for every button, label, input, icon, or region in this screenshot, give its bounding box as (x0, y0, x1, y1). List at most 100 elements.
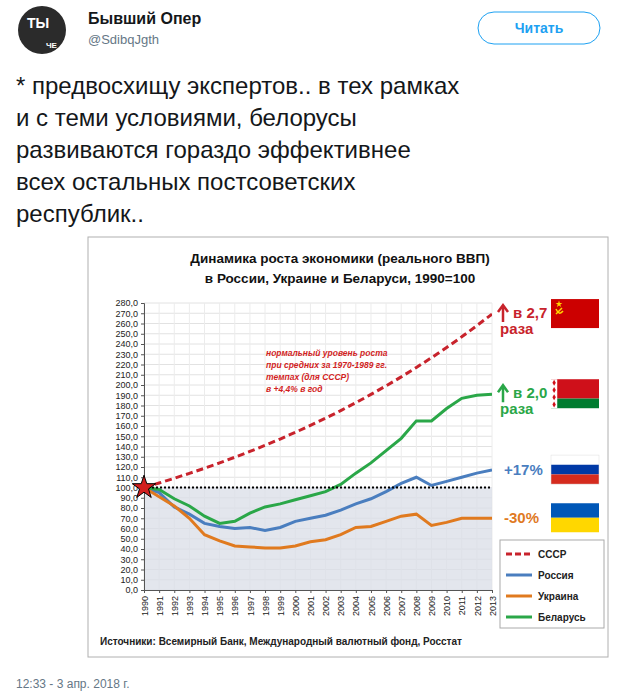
x-tick-mark (159, 590, 160, 593)
x-tick: 1992 (170, 590, 180, 616)
flag-part (552, 402, 555, 408)
annotation-text: в 2,0 (513, 384, 547, 401)
chart-title: в России, Украине и Беларуси, 1990=100 (205, 271, 475, 286)
y-tick-label: 230,0 (115, 350, 138, 360)
x-tick: 1998 (261, 590, 271, 616)
button-frame[interactable] (478, 12, 600, 44)
y-tick-mark (141, 375, 144, 376)
y-tick: 70,0 (120, 514, 144, 524)
y-tick-mark (141, 416, 144, 417)
x-tick-mark (205, 590, 206, 593)
flag-part (552, 387, 555, 393)
y-tick-mark (141, 447, 144, 448)
series-line (144, 470, 492, 530)
x-tick: 2010 (442, 590, 452, 616)
flag-part (556, 308, 563, 314)
x-tick: 1996 (230, 590, 240, 616)
y-tick: 170,0 (115, 411, 144, 421)
y-tick: 230,0 (115, 350, 144, 360)
y-tick-label: 260,0 (115, 319, 138, 329)
x-tick-label: 1990 (140, 596, 150, 616)
note-text: нормальный уровень роста (266, 348, 388, 358)
x-tick: 2009 (427, 590, 437, 616)
x-tick-label: 2005 (367, 596, 377, 616)
y-tick-label: 20,0 (120, 565, 138, 575)
series-annotation: +17% (504, 461, 543, 478)
x-tick-label: 2001 (306, 596, 316, 616)
x-tick-mark (326, 590, 327, 593)
y-tick: 50,0 (120, 534, 144, 544)
grid-line (144, 477, 492, 478)
x-tick-label: 2000 (291, 596, 301, 616)
x-axis: 1990199119921993199419951996199719981999… (140, 590, 498, 616)
y-tick-mark (141, 467, 144, 468)
x-tick-mark (341, 590, 342, 593)
button-label[interactable]: Читать (515, 20, 564, 36)
x-tick-label: 2011 (457, 596, 467, 615)
y-tick: 10,0 (120, 575, 144, 585)
x-tick: 2011 (457, 590, 467, 615)
legend-label: Беларусь (538, 612, 586, 623)
legend-swatch (506, 553, 532, 556)
x-tick-label: 1991 (155, 596, 165, 616)
flag-part (551, 299, 599, 328)
x-tick: 2007 (397, 590, 407, 616)
annotation-text: в 2,7 (513, 304, 547, 321)
x-tick-mark (371, 590, 372, 593)
x-tick: 2005 (367, 590, 377, 616)
y-tick-mark (141, 385, 144, 386)
x-tick-mark (265, 590, 266, 593)
y-tick-mark (141, 590, 144, 591)
x-tick: 2012 (473, 590, 483, 616)
y-tick-label: 140,0 (115, 442, 138, 452)
x-tick-mark (386, 590, 387, 593)
y-tick-mark (141, 549, 144, 550)
y-tick: 40,0 (120, 544, 144, 554)
x-tick: 2003 (336, 590, 346, 616)
legend-label: Украина (538, 591, 579, 602)
x-tick-label: 2013 (488, 596, 498, 616)
y-tick-label: 150,0 (115, 432, 138, 442)
x-tick-mark (401, 590, 402, 593)
x-tick-label: 2009 (427, 596, 437, 616)
x-tick-mark (250, 590, 251, 593)
handle[interactable]: @SdibqJgth (88, 32, 159, 47)
y-tick-mark (141, 426, 144, 427)
legend-swatch (506, 595, 532, 598)
y-tick-label: 270,0 (115, 309, 138, 319)
follow-button[interactable]: Читать (478, 12, 600, 44)
y-tick: 120,0 (115, 462, 144, 472)
annotation-text: +17% (504, 461, 543, 478)
x-tick-label: 1998 (261, 596, 271, 616)
y-tick: 210,0 (115, 370, 144, 380)
y-tick-mark (141, 570, 144, 571)
legend-frame (500, 540, 604, 628)
x-tick: 2001 (306, 590, 316, 616)
legend-label: Россия (538, 570, 574, 581)
grid-line (144, 303, 492, 304)
y-tick-label: 170,0 (115, 411, 138, 421)
y-tick-label: 240,0 (115, 339, 138, 349)
y-tick: 240,0 (115, 339, 144, 349)
x-tick-mark (310, 590, 311, 593)
y-tick-mark (141, 498, 144, 499)
timestamp[interactable]: 12:33 - 3 апр. 2018 г. (16, 677, 130, 691)
y-tick: 30,0 (120, 555, 144, 565)
note-text: в +4,4% в год (266, 384, 322, 394)
y-tick-mark (141, 518, 144, 519)
y-tick: 80,0 (120, 503, 144, 513)
x-tick-label: 2006 (382, 596, 392, 616)
y-tick-label: 50,0 (120, 534, 138, 544)
y-tick-label: 10,0 (120, 575, 138, 585)
y-tick-mark (141, 313, 144, 314)
y-tick-label: 60,0 (120, 524, 138, 534)
x-tick-mark (280, 590, 281, 593)
y-tick-label: 120,0 (115, 462, 138, 472)
x-tick-mark (144, 590, 145, 593)
y-tick-mark (141, 457, 144, 458)
y-tick-label: 200,0 (115, 380, 138, 390)
chart-frame (88, 237, 608, 657)
author[interactable]: Бывший Опер (88, 10, 201, 27)
flag-part (551, 465, 599, 475)
series-annotation: -30% (504, 509, 539, 526)
